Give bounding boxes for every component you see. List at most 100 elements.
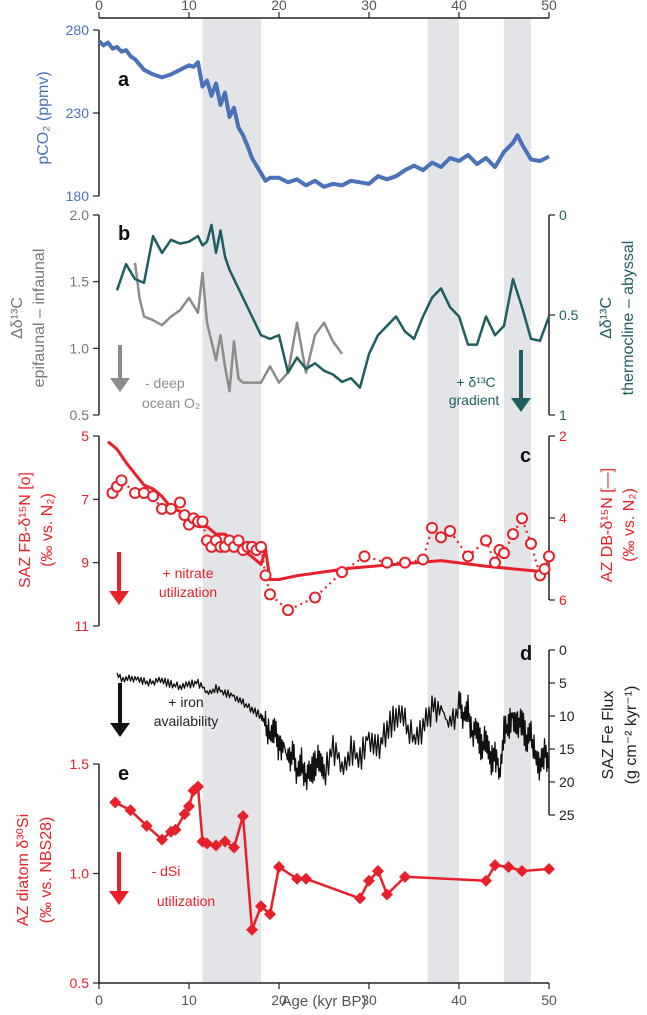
panel-b-grey-arrow-head	[110, 378, 130, 392]
panel-d-note-2: availability	[154, 713, 219, 729]
panel-e-left-axis-tick-label: 1.0	[70, 866, 90, 882]
panel-e-left-title-2: (‰ vs. NBS28)	[38, 817, 55, 924]
az-diatom-point	[543, 863, 555, 875]
az-diatom-point	[109, 796, 122, 809]
saz-fb-point	[399, 556, 411, 569]
saz-fb-point	[525, 537, 537, 550]
shade-interval-0	[202, 18, 261, 983]
az-diatom-point	[480, 874, 492, 887]
panel-b-left-title-1: Δδ¹³C	[9, 297, 26, 339]
panel-b-note-4: gradient	[449, 392, 500, 408]
panel-b-left-axis-tick-label: 1.5	[70, 274, 90, 290]
az-diatom-point	[237, 810, 249, 823]
az-diatom-point	[219, 835, 231, 848]
panel-d-right-axis-tick-label: 0	[559, 642, 567, 658]
panel-b-right-title-2: thermocline – abyssal	[620, 241, 637, 396]
az-diatom-point	[264, 908, 276, 921]
panel-d-right-axis-tick-label: 5	[559, 675, 567, 691]
panel-e-note-2: utilization	[157, 893, 215, 909]
panel-a-y-title: pCO₂ (ppmv)	[35, 71, 52, 164]
panel-b-right-axis-tick-label: 0	[559, 207, 567, 223]
panel-d-arrow-head	[110, 723, 130, 737]
saz-fb-point	[538, 563, 551, 575]
saz-fb-point	[309, 591, 321, 604]
top-x-tick-label: 50	[541, 0, 557, 13]
az-diatom-point	[178, 808, 191, 821]
az-diatom-point	[255, 900, 267, 913]
az-diatom-point	[192, 780, 204, 793]
axes	[93, 12, 555, 989]
top-x-tick-label: 40	[451, 0, 467, 13]
panel-c-letter: c	[520, 445, 531, 467]
panel-d-right-title-2: (g cm⁻² kyr⁻¹)	[623, 686, 640, 785]
saz-fb-point	[147, 490, 159, 503]
panel-c-right-title-2: (‰ vs. N₂)	[621, 488, 638, 562]
epifaunal-infaunal-line	[133, 262, 344, 393]
saz-fb-point	[381, 556, 393, 569]
panel-e-note-1: - dSi	[152, 863, 181, 879]
saz-fb-point	[444, 525, 456, 537]
az-diatom-point	[372, 864, 384, 877]
panel-e-arrow-head	[109, 891, 129, 905]
panel-d-right-axis-tick-label: 20	[559, 774, 575, 790]
saz-fb-point	[196, 515, 209, 528]
az-diatom-point	[291, 872, 303, 885]
panel-b-right-axis-tick-label: 1	[559, 407, 567, 423]
bottom-x-tick-label: 40	[451, 992, 467, 1008]
glacial-interval-shading	[202, 18, 531, 983]
az-diatom-point	[183, 800, 195, 813]
panel-d-right-axis-tick-label: 10	[559, 708, 575, 724]
bottom-x-tick-label: 0	[95, 992, 103, 1008]
bottom-x-tick-label: 10	[181, 992, 197, 1008]
saz-fb-point	[435, 531, 447, 544]
saz-fb-point	[480, 534, 492, 547]
top-x-tick-label: 20	[271, 0, 287, 13]
panel-e-letter: e	[118, 763, 129, 785]
az-db-line	[107, 440, 545, 581]
panel-d-letter: d	[520, 643, 532, 665]
panel-b-left-axis-tick-label: 0.5	[70, 407, 90, 423]
bottom-x-tick-label: 50	[541, 992, 557, 1008]
az-diatom-point	[489, 859, 501, 872]
panel-c-right-title-1: AZ DB-δ¹⁵N [—]	[599, 468, 616, 582]
panel-c-left-axis-tick-label: 7	[81, 491, 89, 507]
saz-fb-point	[358, 550, 371, 563]
saz-fb-point	[259, 569, 272, 582]
panel-c-arrow-head	[109, 591, 129, 605]
saz-fb-point	[336, 566, 348, 579]
panel-e-left-axis-tick-label: 1.5	[70, 756, 90, 772]
saz-fb-point	[417, 553, 429, 566]
saz-fb-point	[489, 556, 501, 569]
panel-d-right-axis-tick-label: 15	[559, 741, 575, 757]
az-diatom-point	[246, 923, 258, 936]
panel-e-left-axis-tick-label: 0.5	[70, 975, 90, 991]
panel-c-note-2: utilization	[159, 584, 217, 600]
panel-c-left-title-1: SAZ FB-δ¹⁵N [o]	[17, 472, 34, 588]
panel-c-right-axis-tick-label: 4	[559, 510, 567, 526]
panel-d-right-title-1: SAZ Fe Flux	[600, 691, 617, 780]
panel-b-left-axis-tick-label: 1.0	[70, 340, 90, 356]
az-diatom-point	[228, 841, 240, 854]
panel-a-letter: a	[118, 69, 130, 91]
panel-a-y-axis-tick-label: 180	[66, 188, 90, 204]
az-diatom-point	[210, 839, 222, 852]
saz-fe-flux-line	[116, 672, 550, 791]
az-diatom-point	[300, 872, 312, 885]
az-diatom-point	[169, 823, 182, 836]
panel-c-right-axis-tick-label: 2	[559, 428, 567, 444]
shade-interval-2	[504, 18, 531, 983]
panel-e-left-title-1: AZ diatom δ³⁰Si	[15, 814, 32, 926]
panel-c-right-axis-tick-label: 6	[559, 592, 567, 608]
saz-fb-point	[543, 550, 555, 563]
panel-b-left-title-2: epifaunal – infaunal	[31, 249, 48, 388]
panel-c-left-axis-tick-label: 9	[81, 555, 89, 571]
saz-fb-point	[264, 588, 276, 601]
saz-fb-point	[232, 534, 245, 547]
pco2-line	[97, 39, 550, 189]
saz-fb-point	[115, 474, 128, 487]
panel-d-right-axis-tick-label: 25	[559, 807, 575, 823]
panel-b-note-2: ocean O₂	[142, 395, 200, 411]
panel-d-note-1: + iron	[168, 694, 203, 710]
